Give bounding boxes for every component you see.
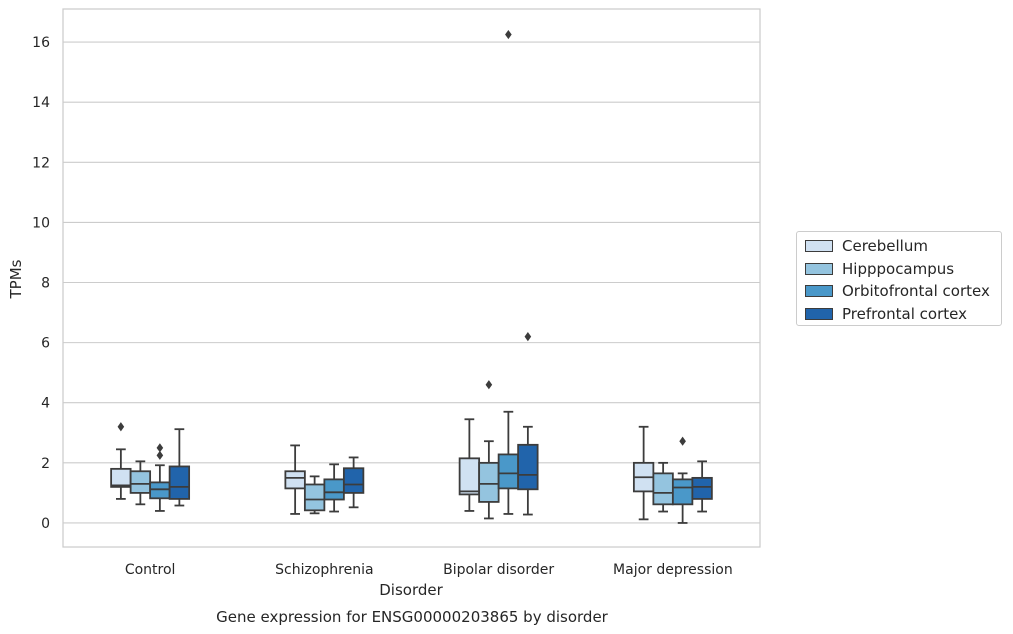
chart-title: Gene expression for ENSG00000203865 by d…: [216, 608, 609, 626]
box-prefrontal-cortex: [691, 460, 713, 513]
box-hipppocampus: [652, 461, 674, 513]
box-cerebellum: [632, 425, 655, 521]
legend-item: Prefrontal cortex: [805, 305, 967, 323]
box-iqr: [303, 483, 326, 512]
box-iqr: [342, 467, 365, 494]
box-group: [110, 422, 191, 512]
box-cerebellum: [110, 422, 132, 500]
box-cerebellum: [284, 444, 306, 515]
y-tick-label: 2: [41, 456, 50, 472]
legend-item: Hipppocampus: [805, 260, 954, 278]
box-group: [284, 444, 365, 515]
outlier-point: [117, 422, 125, 432]
box-prefrontal-cortex: [517, 332, 539, 516]
box-orbitofrontal-cortex: [149, 443, 171, 512]
box-iqr: [110, 467, 132, 488]
legend: Cerebellum Hipppocampus Orbitofrontal cort…: [796, 231, 1002, 326]
box-iqr: [691, 476, 713, 500]
legend-item: Orbitofrontal cortex: [805, 282, 990, 300]
box-iqr: [284, 470, 306, 490]
outlier-point: [679, 436, 686, 446]
x-tick-label: Major depression: [613, 562, 733, 578]
box-prefrontal-cortex: [342, 456, 365, 509]
legend-swatch: [805, 240, 833, 252]
x-axis-label: Disorder: [379, 581, 443, 599]
box-iqr: [458, 457, 481, 496]
y-gridlines: [63, 41, 760, 524]
y-tick-label: 4: [41, 396, 50, 412]
outlier-point: [485, 380, 493, 390]
legend-label: Prefrontal cortex: [842, 305, 967, 324]
x-tick-label: Bipolar disorder: [443, 562, 554, 578]
box-iqr: [129, 470, 152, 494]
y-tick-labels: 0 2 4 6 8 10 12 14 16: [32, 35, 50, 532]
y-axis-label: TPMs: [7, 259, 25, 299]
legend-label: Cerebellum: [842, 237, 928, 255]
box-orbitofrontal-cortex: [323, 463, 345, 513]
box-group: [458, 29, 539, 520]
y-tick-label: 14: [32, 95, 50, 111]
legend-item: Cerebellum: [805, 237, 928, 255]
box-iqr: [478, 461, 500, 503]
outlier-point: [156, 450, 164, 460]
x-tick-labels: Control Schizophrenia Bipolar disorder Majo…: [125, 562, 733, 578]
box-hipppocampus: [478, 380, 500, 520]
box-plot-groups: [110, 29, 713, 524]
box-iqr: [323, 478, 345, 501]
box-cerebellum: [458, 418, 481, 512]
plot-frame: [62, 8, 761, 548]
outlier-point: [524, 332, 532, 342]
box-iqr: [168, 465, 191, 500]
legend-label: Orbitofrontal cortex: [842, 282, 990, 301]
outlier-point: [156, 443, 164, 453]
box-hipppocampus: [303, 475, 326, 515]
legend-swatch: [805, 262, 833, 275]
x-tick-label: Schizophrenia: [275, 562, 373, 578]
y-tick-label: 6: [41, 336, 50, 352]
box-iqr: [497, 453, 520, 490]
y-tick-label: 0: [41, 516, 50, 532]
box-prefrontal-cortex: [168, 428, 191, 507]
box-orbitofrontal-cortex: [671, 436, 694, 524]
y-tick-label: 8: [41, 276, 50, 292]
box-group: [632, 425, 713, 524]
outlier-point: [505, 29, 512, 40]
legend-swatch: [805, 285, 833, 298]
box-hipppocampus: [129, 460, 152, 506]
box-iqr: [671, 478, 694, 506]
box-iqr: [652, 472, 674, 506]
box-iqr: [517, 443, 539, 491]
box-iqr: [149, 481, 171, 500]
y-tick-label: 16: [32, 35, 50, 51]
y-tick-label: 10: [32, 215, 50, 231]
legend-label: Hipppocampus: [842, 259, 955, 278]
x-tick-label: Control: [125, 562, 176, 578]
legend-swatch: [805, 308, 833, 321]
y-tick-label: 12: [32, 155, 50, 171]
